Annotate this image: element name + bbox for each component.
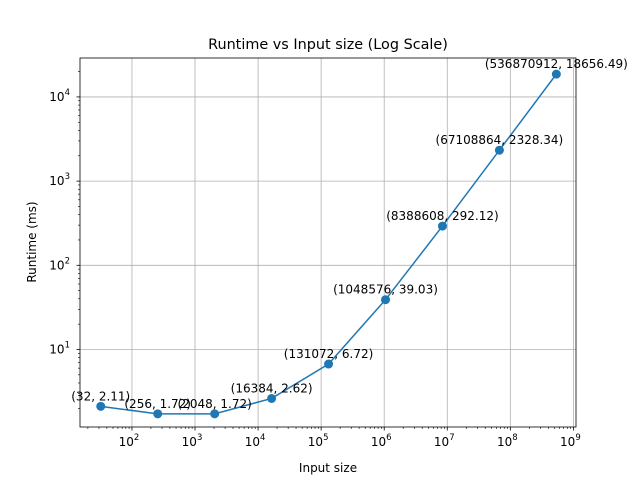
x-tick-label: 105 — [308, 433, 329, 449]
data-label: (8388608, 292.12) — [386, 209, 498, 223]
series — [96, 69, 561, 419]
x-tick-label: 107 — [434, 433, 455, 449]
y-tick-label: 101 — [49, 340, 70, 356]
data-point — [153, 409, 163, 419]
plot-frame — [79, 57, 577, 428]
x-tick-label: 108 — [497, 433, 518, 449]
x-tick-label: 104 — [245, 433, 266, 449]
y-tick-label: 103 — [49, 172, 70, 188]
x-tick-label: 106 — [371, 433, 392, 449]
x-tick-label: 109 — [560, 433, 581, 449]
data-point — [381, 295, 391, 305]
data-label: (2048, 1.72) — [178, 397, 252, 411]
minor-ticks — [78, 71, 571, 429]
y-axis-label: Runtime (ms) — [25, 201, 39, 282]
data-label: (32, 2.11) — [71, 389, 130, 403]
y-tick-label: 102 — [49, 256, 70, 272]
y-tick-label: 104 — [49, 88, 70, 104]
data-point — [494, 145, 504, 155]
annotations: (32, 2.11)(256, 1.72)(2048, 1.72) (16384,… — [71, 57, 628, 411]
data-point — [437, 221, 447, 231]
data-point — [210, 409, 220, 419]
axis-ticks: 102 103 104 105 106 107 108 109 101 102 103 104 — [49, 88, 580, 449]
data-point — [551, 69, 561, 79]
data-label: (536870912, 18656.49) — [485, 57, 628, 71]
data-label: (1048576, 39.03) — [333, 283, 438, 297]
data-label: (131072, 6.72) — [284, 347, 374, 361]
x-axis-label: Input size — [299, 461, 357, 475]
x-tick-label: 103 — [182, 433, 203, 449]
data-label: (67108864, 2328.34) — [436, 133, 564, 147]
grid — [80, 58, 576, 427]
x-tick-label: 102 — [119, 433, 140, 449]
data-point — [267, 393, 277, 403]
data-label: (16384, 2.62) — [231, 381, 313, 395]
data-label: (256, 1.72) — [124, 397, 191, 411]
data-point — [324, 359, 334, 369]
chart-title: Runtime vs Input size (Log Scale) — [208, 37, 448, 53]
data-point — [96, 401, 106, 411]
